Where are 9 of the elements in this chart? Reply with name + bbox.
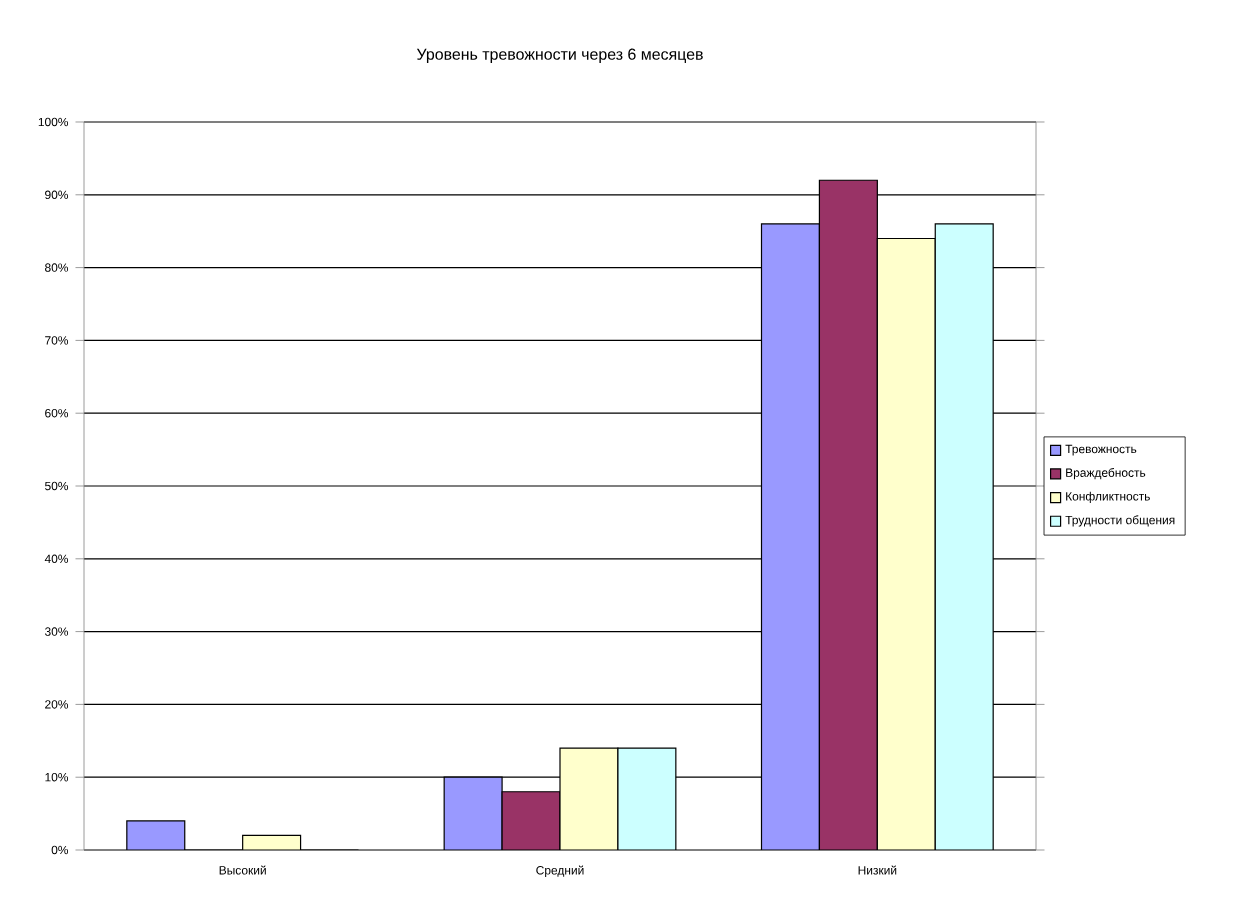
bar bbox=[559, 747, 619, 850]
bar bbox=[876, 237, 936, 850]
bar bbox=[934, 223, 994, 850]
bar bbox=[760, 223, 821, 850]
bar bbox=[501, 791, 561, 850]
bar bbox=[126, 820, 186, 850]
bar bbox=[818, 179, 878, 850]
bar bbox=[443, 776, 503, 850]
bar bbox=[617, 747, 677, 850]
